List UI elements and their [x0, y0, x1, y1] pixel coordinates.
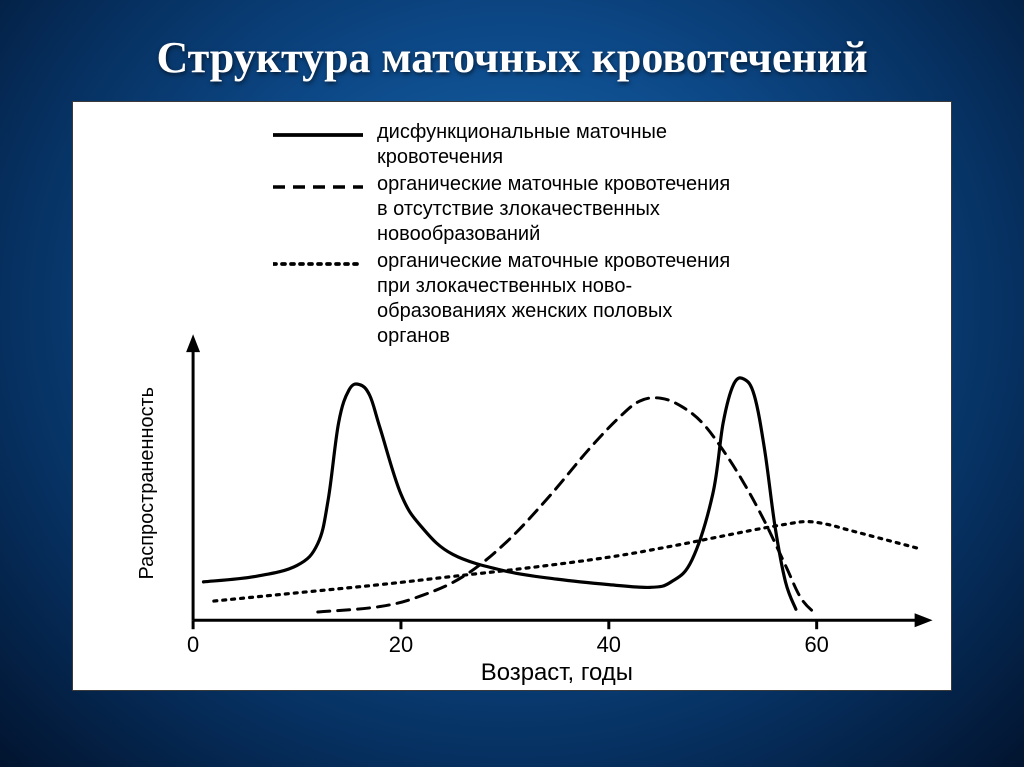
series-solid — [203, 378, 795, 609]
legend: дисфункциональные маточные кровотеченияо… — [273, 120, 923, 351]
ticks-group: 0 20 40 60 — [187, 620, 829, 657]
slide-title: Структура маточных кровотечений — [0, 32, 1024, 83]
series-dotted — [214, 522, 921, 601]
legend-row-solid: дисфункциональные маточные кровотечения — [273, 120, 923, 170]
legend-swatch-solid — [273, 126, 363, 144]
legend-swatch-dashed — [273, 178, 363, 196]
x-tick-label: 40 — [597, 632, 621, 657]
x-tick-label: 20 — [389, 632, 413, 657]
series-group — [203, 378, 920, 615]
axes — [186, 334, 932, 627]
x-tick-label: 0 — [187, 632, 199, 657]
x-tick-label: 60 — [804, 632, 828, 657]
slide: Структура маточных кровотечений 0 20 40 60 … — [0, 0, 1024, 767]
legend-label-solid: дисфункциональные маточные кровотечения — [377, 120, 923, 170]
y-axis-label: Распространенность — [136, 387, 158, 580]
legend-row-dashed: органические маточные кровотечения в отс… — [273, 172, 923, 247]
x-axis-label: Возраст, годы — [481, 659, 633, 686]
legend-row-dotted: органические маточные кровотечения при з… — [273, 249, 923, 349]
legend-label-dotted: органические маточные кровотечения при з… — [377, 249, 923, 349]
legend-label-dashed: органические маточные кровотечения в отс… — [377, 172, 923, 247]
legend-swatch-dotted — [273, 255, 363, 273]
figure-container: 0 20 40 60 Возраст, годы Распространенность… — [72, 101, 952, 691]
